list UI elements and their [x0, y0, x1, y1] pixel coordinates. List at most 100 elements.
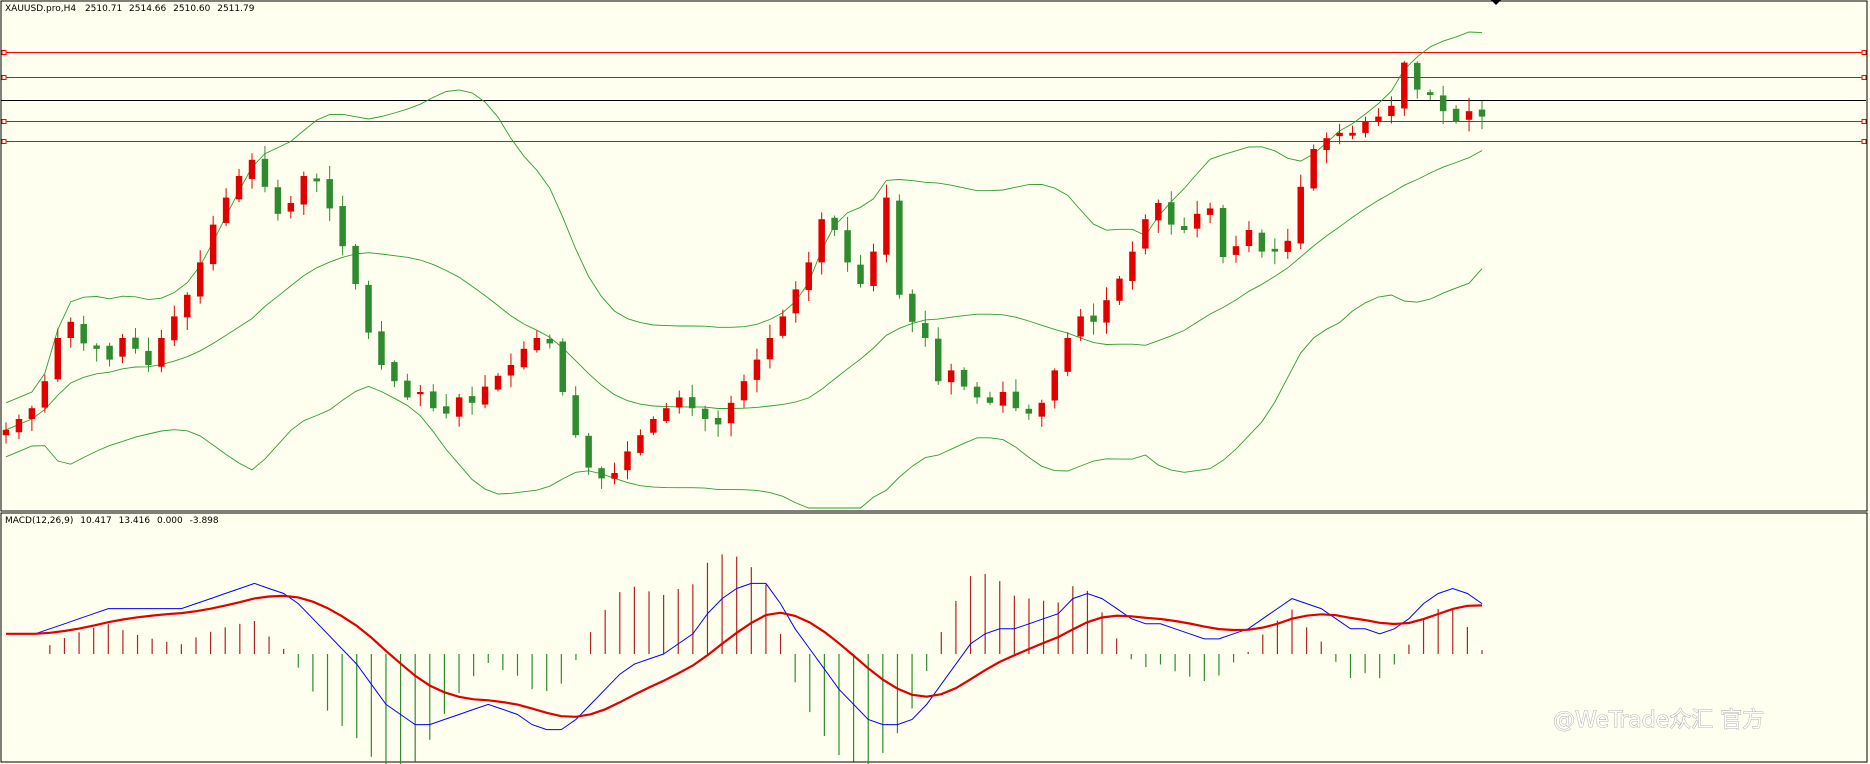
- candle-body: [624, 451, 631, 471]
- candle: [1388, 96, 1395, 124]
- candle-body: [676, 397, 683, 408]
- candle-body: [714, 417, 722, 425]
- candle: [896, 194, 903, 299]
- candle: [714, 410, 722, 437]
- candle: [1232, 235, 1240, 263]
- candle-body: [1297, 186, 1304, 244]
- shift-marker-icon[interactable]: [1491, 0, 1501, 5]
- horizontal-levels: [1, 50, 1867, 144]
- level-handle-right[interactable]: [1861, 50, 1867, 55]
- macd-value-2: 13.416: [119, 516, 151, 526]
- level-handle-left[interactable]: [1, 50, 7, 55]
- candle-body: [585, 435, 592, 468]
- candle-body: [209, 224, 217, 265]
- macd-label: MACD(12,26,9): [5, 516, 73, 526]
- candle-body: [753, 359, 761, 380]
- level-handle-left[interactable]: [1, 139, 7, 144]
- candle: [326, 165, 333, 222]
- candle-body: [611, 473, 618, 479]
- candle: [339, 195, 346, 256]
- candle-body: [1116, 278, 1123, 301]
- candle: [934, 327, 942, 385]
- candle-body: [1219, 207, 1227, 257]
- candle-body: [119, 338, 126, 357]
- level-handle-right[interactable]: [1861, 75, 1867, 80]
- macd-lines: [6, 582, 1483, 731]
- macd-line: [6, 582, 1483, 731]
- candle: [883, 184, 890, 263]
- candle-body: [844, 230, 851, 263]
- symbol-timeframe: XAUUSD.pro,H4: [5, 4, 76, 14]
- candle: [1297, 174, 1304, 250]
- candle-body: [1193, 213, 1201, 229]
- candle-body: [831, 217, 838, 230]
- candle-body: [805, 262, 812, 291]
- candle-body: [430, 391, 437, 409]
- candle: [54, 328, 62, 382]
- ohlc-open: 2510.71: [85, 4, 122, 14]
- candle-body: [1478, 109, 1486, 117]
- candle: [676, 390, 683, 414]
- candle-body: [1336, 132, 1343, 137]
- candle: [404, 373, 411, 401]
- candle: [209, 215, 217, 271]
- candle-body: [1414, 62, 1421, 90]
- candle: [986, 391, 994, 405]
- candle: [365, 280, 372, 339]
- level-handle-left[interactable]: [1, 119, 7, 124]
- candle-body: [792, 289, 800, 314]
- ohlc-high: 2514.66: [129, 4, 166, 14]
- candle-body: [1232, 246, 1240, 255]
- candle-body: [572, 395, 579, 436]
- candle-body: [378, 331, 385, 365]
- candle-body: [740, 381, 748, 401]
- candle: [779, 309, 787, 339]
- candle: [2, 422, 10, 444]
- candle-body: [637, 435, 644, 453]
- candle: [1439, 85, 1447, 125]
- candle-body: [235, 176, 243, 200]
- candle: [947, 363, 955, 395]
- candle-body: [883, 197, 890, 255]
- candle-body: [818, 219, 825, 263]
- candle-body: [455, 397, 463, 417]
- candle: [818, 212, 825, 275]
- candle-body: [365, 284, 372, 333]
- candle: [831, 215, 838, 237]
- candle: [1323, 132, 1330, 164]
- candle: [1465, 97, 1473, 132]
- candle-body: [417, 392, 424, 395]
- candle: [184, 292, 191, 330]
- candle-body: [779, 316, 787, 336]
- candle: [1452, 105, 1460, 124]
- candle-body: [1465, 111, 1473, 120]
- candle: [1349, 125, 1356, 140]
- level-handle-right[interactable]: [1861, 119, 1867, 124]
- candle: [727, 395, 735, 437]
- candle-body: [1401, 62, 1408, 109]
- candle: [1064, 332, 1071, 377]
- candle-body: [533, 338, 541, 351]
- candle-body: [546, 338, 554, 344]
- candle-body: [960, 369, 968, 387]
- candle-body: [326, 179, 333, 209]
- candle: [41, 374, 49, 413]
- bollinger-middle-band: [5, 150, 1483, 431]
- macd-signal-line: [6, 594, 1483, 718]
- candle-body: [1142, 219, 1149, 249]
- level-handle-right[interactable]: [1861, 139, 1867, 144]
- candle-body: [145, 350, 152, 365]
- candle-body: [1375, 116, 1382, 122]
- candle: [844, 216, 851, 272]
- candle-body: [2, 429, 10, 436]
- level-handle-left[interactable]: [1, 75, 7, 80]
- candle-body: [688, 397, 696, 409]
- candle: [1051, 368, 1058, 409]
- candle-body: [1349, 132, 1356, 136]
- candle: [533, 330, 541, 353]
- candle: [132, 328, 139, 354]
- candle: [1336, 123, 1343, 145]
- candle: [313, 173, 320, 193]
- candle-body: [313, 178, 320, 182]
